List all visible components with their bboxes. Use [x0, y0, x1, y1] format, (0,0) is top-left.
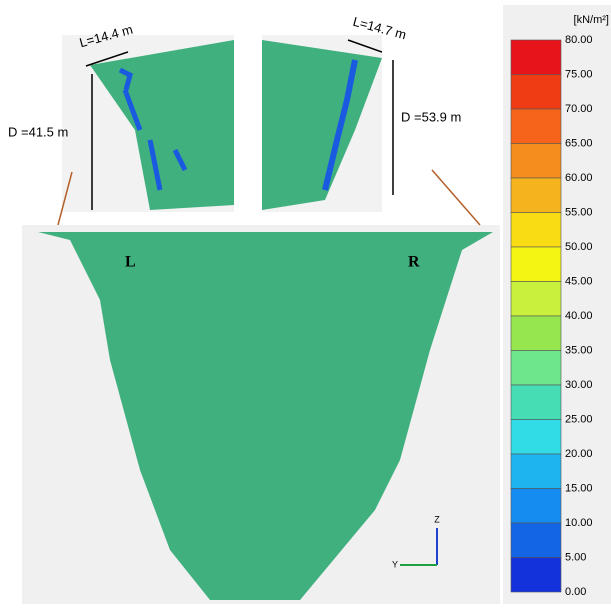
legend-tick-label: 35.00	[565, 344, 593, 356]
legend-tick-label: 0.00	[565, 586, 586, 598]
legend-tick-label: 80.00	[565, 34, 593, 46]
axis-label: Z	[434, 514, 440, 524]
color-swatch	[511, 454, 561, 489]
color-swatch	[511, 247, 561, 282]
color-swatch	[511, 40, 561, 75]
legend-tick-label: 30.00	[565, 379, 593, 391]
color-swatch	[511, 178, 561, 213]
color-swatch	[511, 489, 561, 524]
page: L=14.4 m D =41.5 m L=14.7 m D =53.9 m L …	[0, 0, 611, 609]
depth-label: D =41.5 m	[8, 124, 68, 139]
legend-tick-label: 70.00	[565, 103, 593, 115]
color-swatch	[511, 523, 561, 558]
legend-tick-label: 25.00	[565, 413, 593, 425]
legend-tick-label: 10.00	[565, 517, 593, 529]
color-swatch	[511, 316, 561, 351]
color-swatch	[511, 420, 561, 455]
color-swatch	[511, 213, 561, 248]
legend-tick-label: 5.00	[565, 551, 586, 563]
legend-tick-label: 20.00	[565, 448, 593, 460]
label: L	[125, 254, 136, 271]
legend-tick-label: 55.00	[565, 206, 593, 218]
figure: L=14.4 m D =41.5 m L=14.7 m D =53.9 m L …	[0, 0, 611, 604]
color-swatch	[511, 282, 561, 317]
depth-label: D =53.9 m	[401, 109, 461, 124]
label: R	[408, 254, 420, 271]
legend-tick-label: 45.00	[565, 275, 593, 287]
legend-tick-label: 75.00	[565, 68, 593, 80]
legend-tick-label: 50.00	[565, 241, 593, 253]
color-swatch	[511, 144, 561, 179]
axis-label: Y	[392, 559, 398, 569]
color-swatch	[511, 109, 561, 144]
legend-tick-label: 40.00	[565, 310, 593, 322]
legend-tick-label: 15.00	[565, 482, 593, 494]
legend-tick-label: 60.00	[565, 172, 593, 184]
legend-tick-label: 65.00	[565, 137, 593, 149]
color-swatch	[511, 385, 561, 420]
color-swatch	[511, 75, 561, 110]
legend-unit: [kN/m²]	[574, 14, 609, 26]
color-swatch	[511, 558, 561, 593]
arrow	[432, 170, 480, 225]
color-swatch	[511, 351, 561, 386]
